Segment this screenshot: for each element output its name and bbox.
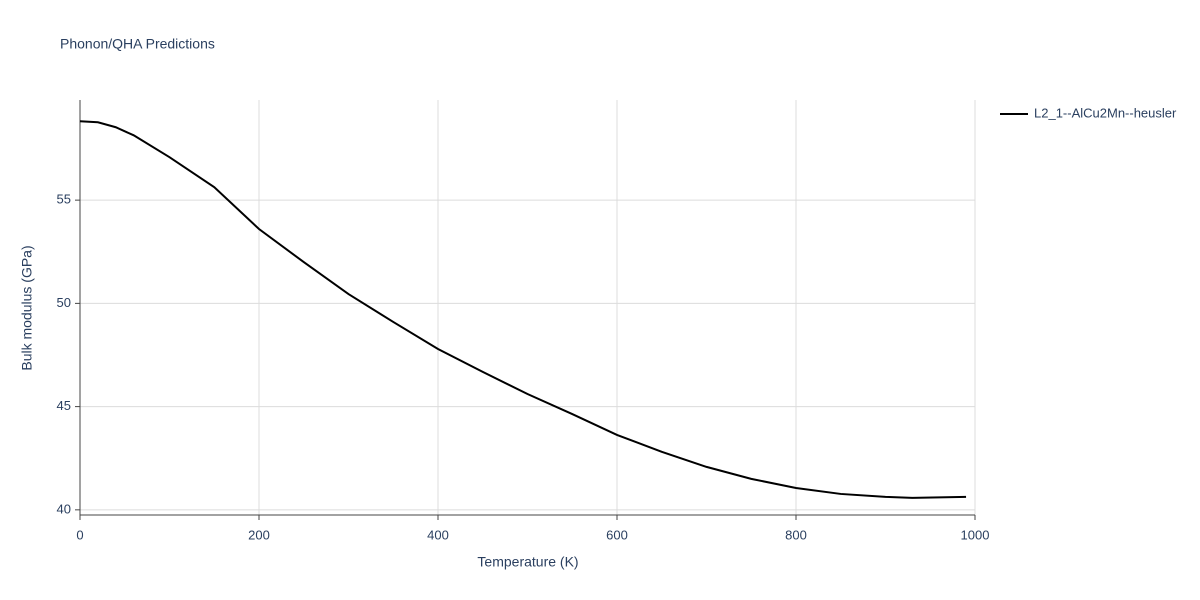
- x-tick-label: 600: [606, 527, 628, 542]
- y-tick-label: 55: [57, 192, 71, 207]
- x-axis-label: Temperature (K): [477, 554, 578, 570]
- legend-label: L2_1--AlCu2Mn--heusler: [1034, 105, 1177, 120]
- y-tick-label: 40: [57, 501, 71, 516]
- x-tick-label: 400: [427, 527, 449, 542]
- y-tick-label: 50: [57, 295, 71, 310]
- y-axis-label: Bulk modulus (GPa): [19, 245, 35, 370]
- x-tick-label: 200: [248, 527, 270, 542]
- line-series: [79, 120, 967, 499]
- y-tick-label: 45: [57, 398, 71, 413]
- x-tick-label: 800: [785, 527, 807, 542]
- x-tick-label: 1000: [961, 527, 990, 542]
- x-tick-label: 0: [76, 527, 83, 542]
- chart-title: Phonon/QHA Predictions: [60, 36, 215, 52]
